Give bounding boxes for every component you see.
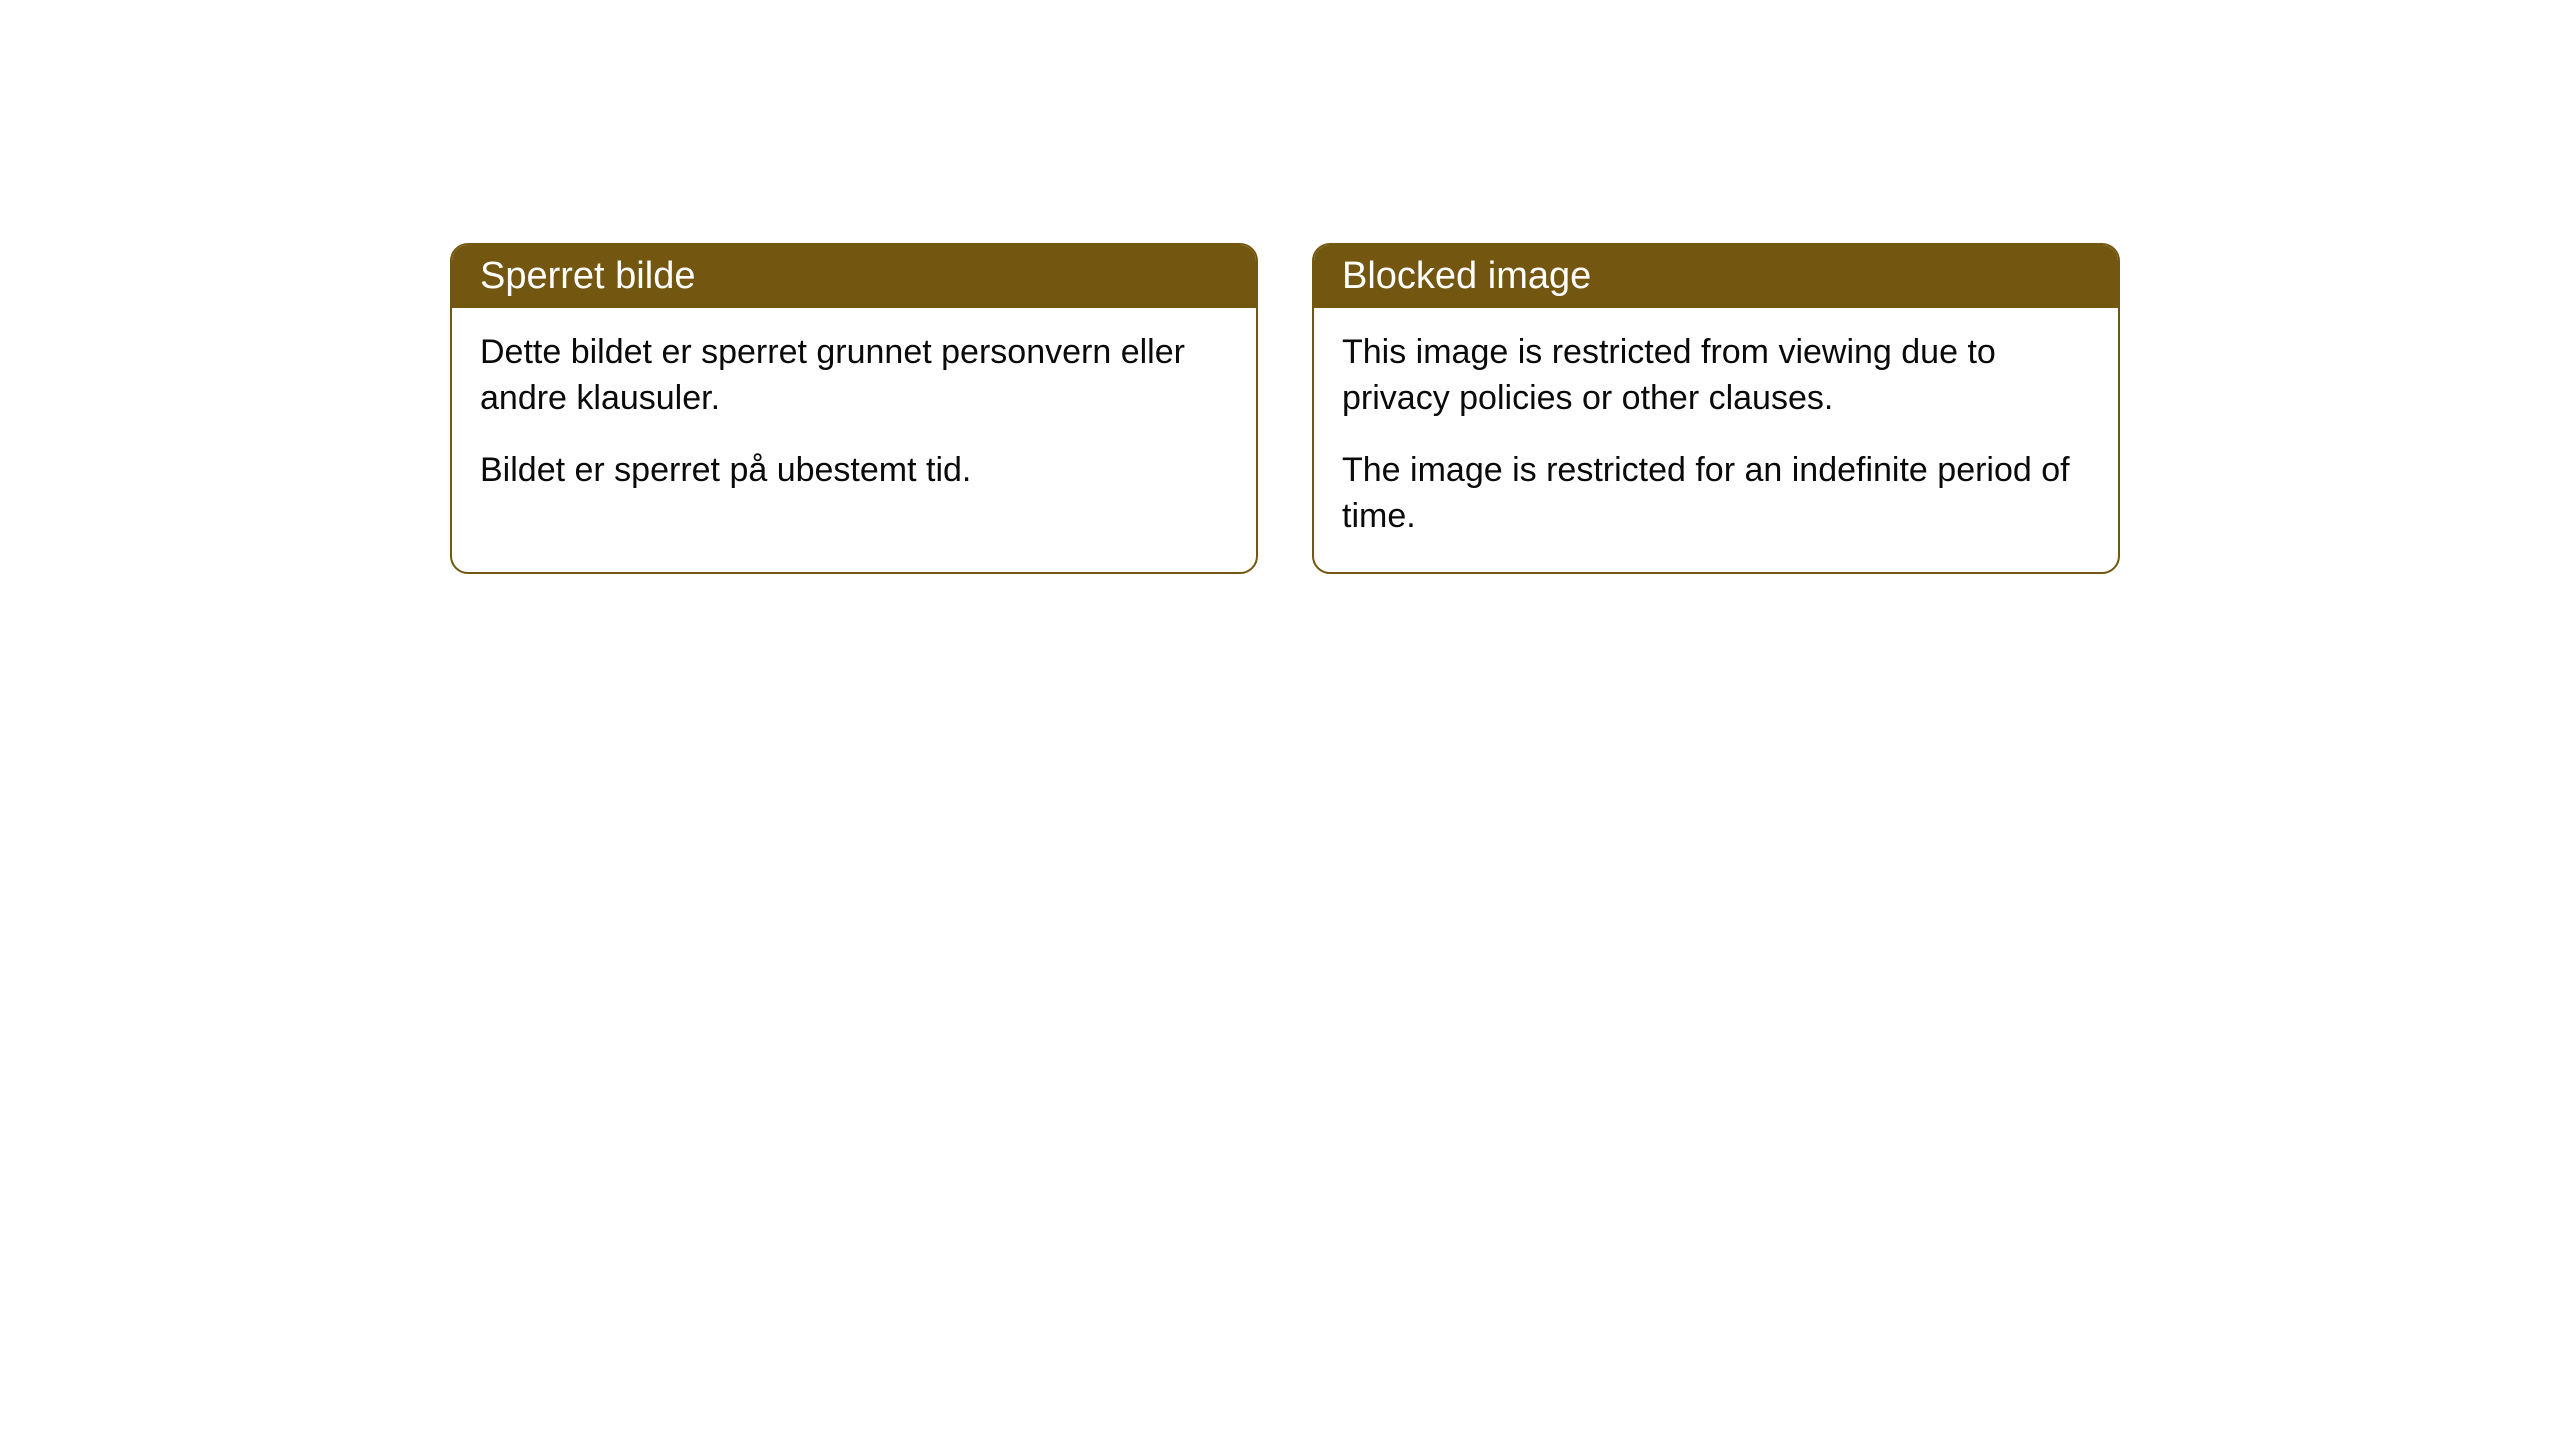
card-paragraph: This image is restricted from viewing du… xyxy=(1342,330,2090,422)
blocked-image-card-norwegian: Sperret bilde Dette bildet er sperret gr… xyxy=(450,243,1258,574)
card-body-norwegian: Dette bildet er sperret grunnet personve… xyxy=(452,308,1256,526)
blocked-image-notices: Sperret bilde Dette bildet er sperret gr… xyxy=(450,243,2120,574)
card-header-english: Blocked image xyxy=(1314,245,2118,308)
card-paragraph: Dette bildet er sperret grunnet personve… xyxy=(480,330,1228,422)
card-body-english: This image is restricted from viewing du… xyxy=(1314,308,2118,572)
blocked-image-card-english: Blocked image This image is restricted f… xyxy=(1312,243,2120,574)
card-paragraph: The image is restricted for an indefinit… xyxy=(1342,448,2090,540)
card-header-norwegian: Sperret bilde xyxy=(452,245,1256,308)
card-paragraph: Bildet er sperret på ubestemt tid. xyxy=(480,448,1228,494)
